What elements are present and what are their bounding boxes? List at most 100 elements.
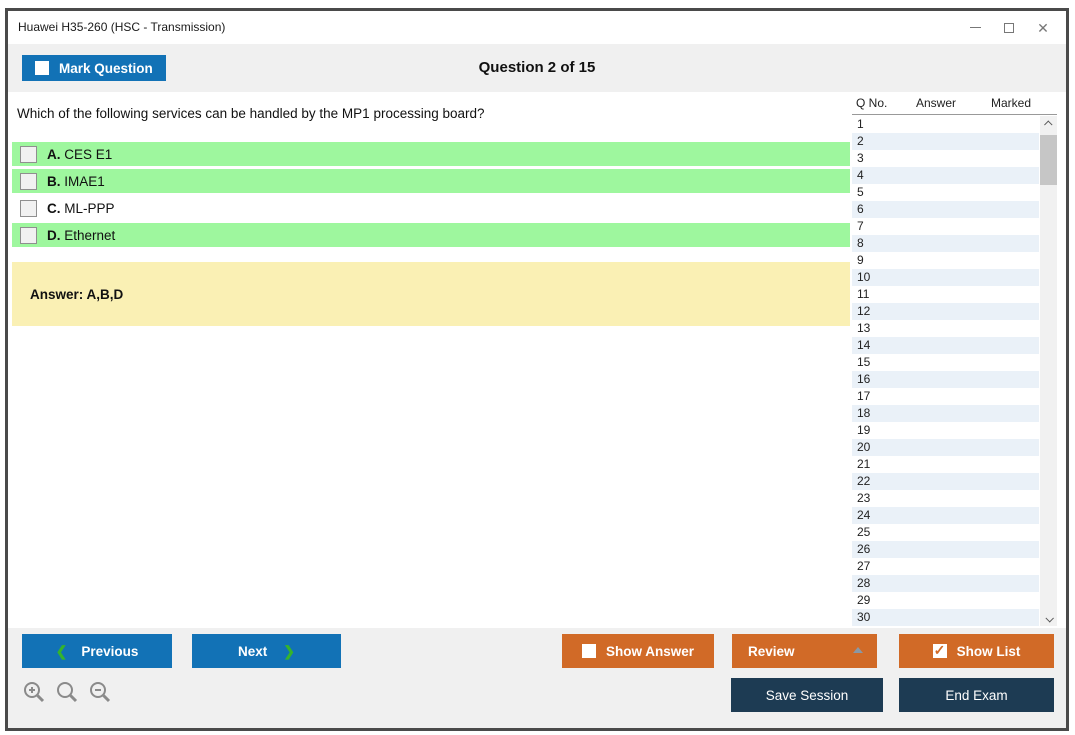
mark-question-checkbox[interactable] (35, 61, 49, 75)
question-list-row[interactable]: 23 (852, 490, 1039, 507)
end-exam-label: End Exam (945, 687, 1008, 703)
question-list-row[interactable]: 26 (852, 541, 1039, 558)
window-controls: ✕ (958, 11, 1060, 44)
question-list-row[interactable]: 13 (852, 320, 1039, 337)
question-counter: Question 2 of 15 (478, 59, 596, 76)
magnifier-minus-icon (90, 682, 111, 703)
scroll-up-button[interactable] (1040, 116, 1057, 131)
next-label: Next (238, 643, 268, 659)
show-list-checkbox[interactable] (932, 642, 947, 659)
review-label: Review (748, 643, 795, 659)
previous-button[interactable]: ❮ Previous (22, 634, 172, 668)
question-list-row[interactable]: 14 (852, 337, 1039, 354)
question-list-row[interactable]: 2 (852, 133, 1039, 150)
zoom-in-button[interactable] (22, 680, 46, 704)
answer-option[interactable]: D. Ethernet (12, 223, 850, 247)
option-label: A. CES E1 (47, 146, 113, 162)
minimize-icon (969, 27, 981, 28)
show-answer-button[interactable]: Show Answer (562, 634, 714, 668)
question-list-scrollbar[interactable] (1040, 116, 1057, 626)
question-list-row[interactable]: 19 (852, 422, 1039, 439)
chevron-up-icon (1043, 119, 1053, 129)
zoom-toolbar (22, 680, 112, 704)
column-header-marked: Marked (991, 96, 1032, 110)
footer-bar: ❮ Previous Next ❯ Show Answer Review Sho… (8, 628, 1066, 728)
end-exam-button[interactable]: End Exam (899, 678, 1054, 712)
chevron-right-icon: ❯ (283, 642, 295, 659)
option-label: D. Ethernet (47, 227, 116, 243)
review-button[interactable]: Review (732, 634, 877, 668)
question-list-row[interactable]: 20 (852, 439, 1039, 456)
question-list-row[interactable]: 11 (852, 286, 1039, 303)
option-label: C. ML-PPP (47, 200, 115, 216)
mark-question-label: Mark Question (59, 60, 153, 76)
maximize-button[interactable] (992, 11, 1026, 44)
question-list-row[interactable]: 8 (852, 235, 1039, 252)
magnifier-plus-icon (24, 682, 45, 703)
answer-option[interactable]: C. ML-PPP (12, 196, 850, 220)
question-list-row[interactable]: 30 (852, 609, 1039, 626)
mark-question-button[interactable]: Mark Question (22, 55, 166, 81)
minimize-button[interactable] (958, 11, 992, 44)
next-button[interactable]: Next ❯ (192, 634, 341, 668)
close-icon: ✕ (1037, 19, 1049, 36)
question-list-row[interactable]: 16 (852, 371, 1039, 388)
question-list-row[interactable]: 22 (852, 473, 1039, 490)
close-button[interactable]: ✕ (1026, 11, 1060, 44)
question-list-row[interactable]: 7 (852, 218, 1039, 235)
answer-option[interactable]: A. CES E1 (12, 142, 850, 166)
header-bar: Mark Question Question 2 of 15 (8, 44, 1066, 92)
question-list-row[interactable]: 27 (852, 558, 1039, 575)
app-window: Huawei H35-260 (HSC - Transmission) ✕ Ma… (5, 8, 1069, 731)
question-list-row[interactable]: 17 (852, 388, 1039, 405)
window-title: Huawei H35-260 (HSC - Transmission) (18, 20, 226, 34)
question-list-panel: Q No. Answer Marked 1 2 3 4 5 6 7 8 9 10 11 12 13 14 1… (852, 92, 1057, 628)
answer-box: Answer: A,B,D (12, 262, 850, 326)
question-list-row[interactable]: 25 (852, 524, 1039, 541)
question-list-row[interactable]: 12 (852, 303, 1039, 320)
column-header-answer: Answer (916, 96, 957, 110)
show-answer-checkbox[interactable] (581, 644, 596, 658)
answer-option[interactable]: B. IMAE1 (12, 169, 850, 193)
question-list-header: Q No. Answer Marked (852, 92, 1057, 115)
main-area: Which of the following services can be h… (8, 92, 1066, 628)
question-list-row[interactable]: 18 (852, 405, 1039, 422)
zoom-reset-button[interactable] (55, 680, 79, 704)
option-label: B. IMAE1 (47, 173, 105, 189)
question-list-row[interactable]: 21 (852, 456, 1039, 473)
option-checkbox[interactable] (20, 172, 37, 190)
chevron-left-icon: ❮ (55, 642, 68, 659)
caret-up-icon (853, 647, 863, 653)
question-list-rows: 1 2 3 4 5 6 7 8 9 10 11 12 13 14 15 16 17 18 19 20 21 22 23 24 2… (852, 116, 1039, 626)
option-checkbox[interactable] (20, 145, 37, 163)
question-list-row[interactable]: 4 (852, 167, 1039, 184)
maximize-icon (1004, 22, 1014, 33)
scrollbar-thumb[interactable] (1040, 135, 1057, 185)
option-checkbox[interactable] (20, 199, 37, 217)
title-bar: Huawei H35-260 (HSC - Transmission) ✕ (8, 11, 1066, 44)
save-session-button[interactable]: Save Session (731, 678, 883, 712)
question-list-row[interactable]: 9 (852, 252, 1039, 269)
question-list-row[interactable]: 28 (852, 575, 1039, 592)
options-list: A. CES E1 B. IMAE1 C. ML-PPP D. Ethernet (12, 142, 850, 250)
question-list-row[interactable]: 24 (852, 507, 1039, 524)
zoom-out-button[interactable] (88, 680, 112, 704)
show-list-button[interactable]: Show List (899, 634, 1054, 668)
column-header-qno: Q No. (856, 96, 888, 110)
question-list-row[interactable]: 6 (852, 201, 1039, 218)
question-list-row[interactable]: 1 (852, 116, 1039, 133)
question-list-row[interactable]: 5 (852, 184, 1039, 201)
option-checkbox[interactable] (20, 226, 37, 244)
show-answer-label: Show Answer (605, 643, 694, 659)
question-list-row[interactable]: 3 (852, 150, 1039, 167)
question-list-row[interactable]: 15 (852, 354, 1039, 371)
question-list-row[interactable]: 29 (852, 592, 1039, 609)
magnifier-icon (57, 682, 78, 703)
question-list-row[interactable]: 10 (852, 269, 1039, 286)
show-list-label: Show List (956, 643, 1021, 659)
answer-text: Answer: A,B,D (30, 287, 124, 302)
scroll-down-button[interactable] (1040, 611, 1057, 626)
chevron-down-icon (1044, 613, 1054, 623)
question-text: Which of the following services can be h… (17, 106, 485, 121)
previous-label: Previous (81, 643, 139, 659)
